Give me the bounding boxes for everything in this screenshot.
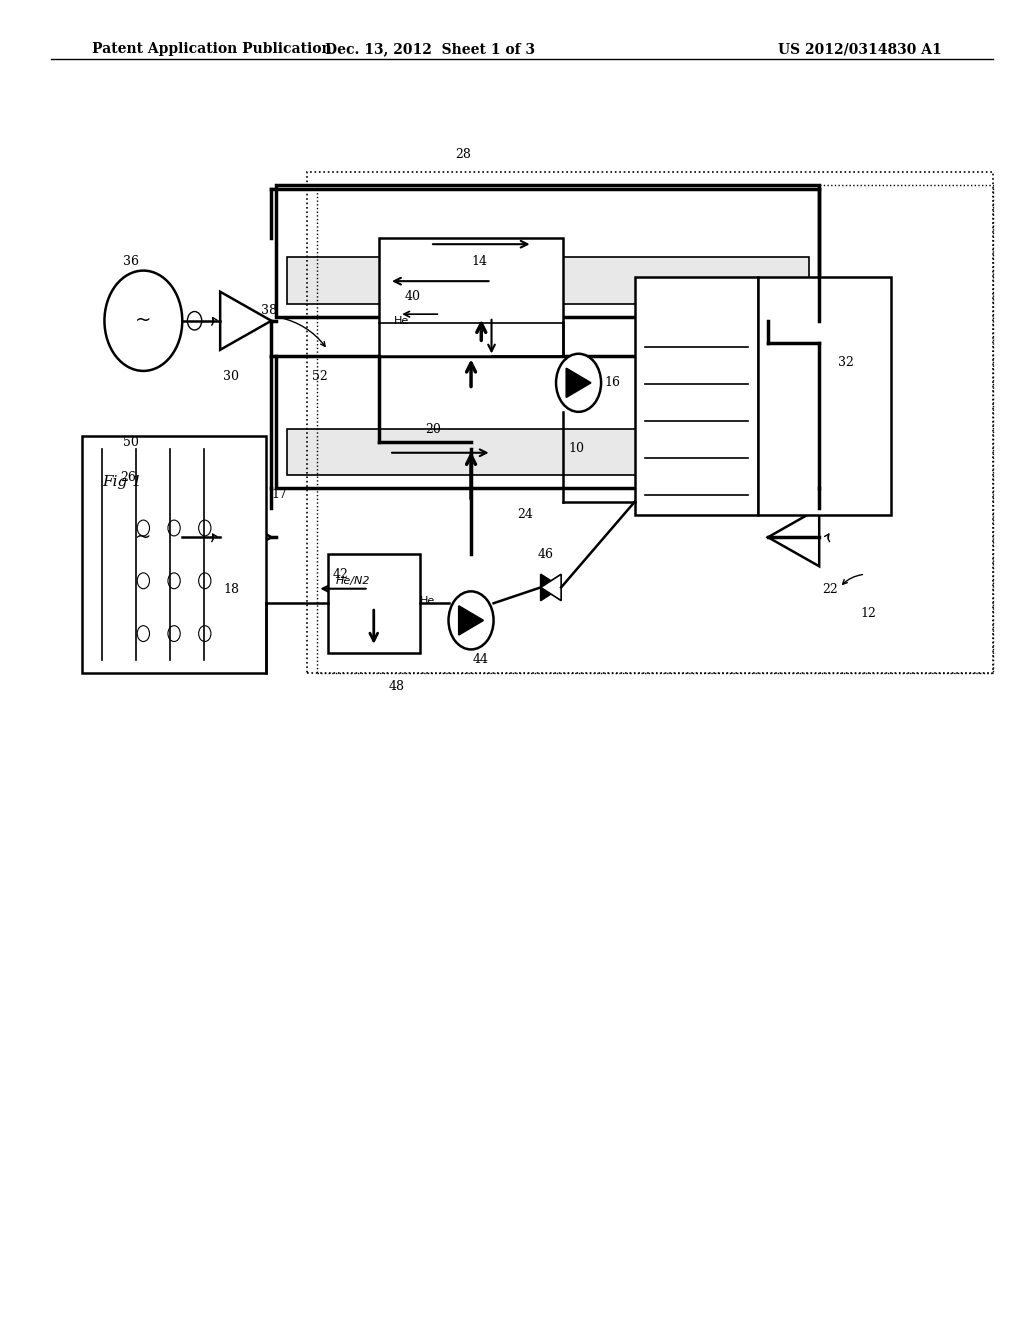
Text: He/N2: He/N2 [336, 576, 371, 586]
Polygon shape [459, 606, 483, 635]
Polygon shape [566, 368, 591, 397]
Circle shape [199, 520, 211, 536]
Circle shape [137, 520, 150, 536]
Text: 14: 14 [471, 255, 487, 268]
Circle shape [137, 626, 150, 642]
Circle shape [168, 626, 180, 642]
Text: 26: 26 [120, 471, 136, 484]
Bar [287, 257, 809, 304]
Bar [328, 554, 420, 653]
Polygon shape [768, 292, 819, 350]
Polygon shape [541, 574, 561, 601]
Text: 32: 32 [838, 356, 854, 370]
Text: He: He [394, 315, 410, 326]
Circle shape [449, 591, 494, 649]
Text: Patent Application Publication: Patent Application Publication [92, 42, 332, 57]
Text: 42: 42 [333, 568, 349, 581]
Text: 40: 40 [404, 290, 421, 304]
Text: 44: 44 [473, 653, 489, 667]
Circle shape [199, 626, 211, 642]
Circle shape [104, 487, 182, 587]
Circle shape [199, 573, 211, 589]
Text: Fig 1: Fig 1 [102, 475, 142, 490]
Text: 12: 12 [860, 607, 877, 620]
Bar [307, 172, 993, 673]
Circle shape [104, 271, 182, 371]
Bar [379, 238, 563, 356]
Text: 52: 52 [312, 370, 328, 383]
Circle shape [187, 528, 202, 546]
Text: 16: 16 [604, 376, 621, 389]
Text: 50: 50 [123, 436, 139, 449]
Bar [276, 185, 819, 317]
Bar [635, 277, 758, 515]
Bar [287, 429, 809, 475]
Text: ~: ~ [135, 528, 152, 546]
Text: 38: 38 [261, 304, 278, 317]
Circle shape [168, 520, 180, 536]
Text: 28: 28 [456, 148, 472, 161]
Text: 18: 18 [223, 583, 240, 597]
Text: 46: 46 [538, 548, 554, 561]
Text: Dec. 13, 2012  Sheet 1 of 3: Dec. 13, 2012 Sheet 1 of 3 [325, 42, 536, 57]
Bar [758, 277, 891, 515]
Polygon shape [220, 508, 271, 566]
Circle shape [556, 354, 601, 412]
Text: 22: 22 [822, 583, 838, 597]
Circle shape [187, 312, 202, 330]
Polygon shape [541, 574, 561, 601]
Text: 30: 30 [223, 370, 240, 383]
Text: US 2012/0314830 A1: US 2012/0314830 A1 [778, 42, 942, 57]
Bar [317, 185, 993, 673]
Text: 36: 36 [123, 255, 139, 268]
Text: 24: 24 [517, 508, 534, 521]
Text: He: He [420, 595, 435, 606]
Polygon shape [220, 292, 271, 350]
Bar [276, 356, 819, 488]
Text: 20: 20 [425, 422, 441, 436]
Circle shape [168, 573, 180, 589]
Text: ~: ~ [135, 312, 152, 330]
Text: 10: 10 [568, 442, 585, 455]
Circle shape [137, 573, 150, 589]
Bar [82, 436, 266, 673]
Text: 17: 17 [271, 488, 288, 502]
Polygon shape [768, 508, 819, 566]
Text: 48: 48 [389, 680, 406, 693]
